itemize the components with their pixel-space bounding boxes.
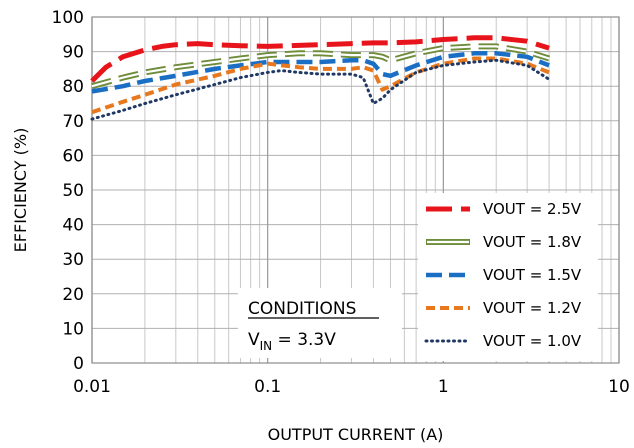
conditions-vin-prefix: V [248, 330, 260, 350]
series-line-5 [90, 58, 551, 121]
x-tick-labels: 0.01 0.1 1 10 [73, 377, 630, 397]
legend-label: VOUT = 1.8V [483, 233, 582, 251]
legend-label: VOUT = 1.2V [483, 299, 582, 317]
x-axis-title: OUTPUT CURRENT (A) [268, 425, 444, 444]
y-tick-label: 20 [62, 285, 84, 305]
conditions-vin: VIN = 3.3V [248, 330, 336, 353]
y-tick-label: 90 [62, 43, 84, 63]
x-tick-label: 1 [438, 377, 449, 397]
y-tick-label: 0 [73, 354, 84, 374]
conditions-vin-value: = 3.3V [272, 330, 336, 350]
conditions-background [238, 288, 402, 358]
y-axis-title: EFFICIENCY (%) [11, 128, 30, 253]
x-tick-label: 10 [608, 377, 630, 397]
plot-border [91, 16, 620, 364]
series-line-1 [90, 35, 550, 83]
y-tick-label: 10 [62, 319, 84, 339]
legend: VOUT = 2.5V VOUT = 1.8V VOUT = 1.5V VOUT = … [418, 193, 598, 361]
series-line-3 [91, 51, 550, 94]
legend-label: VOUT = 2.5V [483, 200, 582, 218]
y-tick-label: 80 [62, 77, 84, 97]
y-tick-label: 100 [52, 8, 84, 28]
series-line-2-inner [91, 45, 550, 88]
y-tick-label: 70 [62, 112, 84, 132]
conditions-box: CONDITIONS VIN = 3.3V [238, 288, 402, 358]
legend-background [418, 193, 598, 361]
plot-frame [91, 16, 620, 364]
series-layer [90, 35, 551, 121]
y-tick-label: 50 [62, 181, 84, 201]
y-tick-label: 40 [62, 216, 84, 236]
series-line-4 [91, 56, 550, 115]
y-tick-label: 30 [62, 250, 84, 270]
legend-label: VOUT = 1.5V [483, 266, 582, 284]
y-tick-labels: 0 10 20 30 40 50 60 70 80 90 100 [52, 8, 84, 374]
y-tick-label: 60 [62, 146, 84, 166]
x-tick-label: 0.01 [73, 377, 111, 397]
conditions-vin-subscript: IN [260, 339, 273, 353]
legend-label: VOUT = 1.0V [483, 332, 582, 350]
x-tick-label: 0.1 [254, 377, 281, 397]
conditions-heading: CONDITIONS [248, 299, 356, 319]
